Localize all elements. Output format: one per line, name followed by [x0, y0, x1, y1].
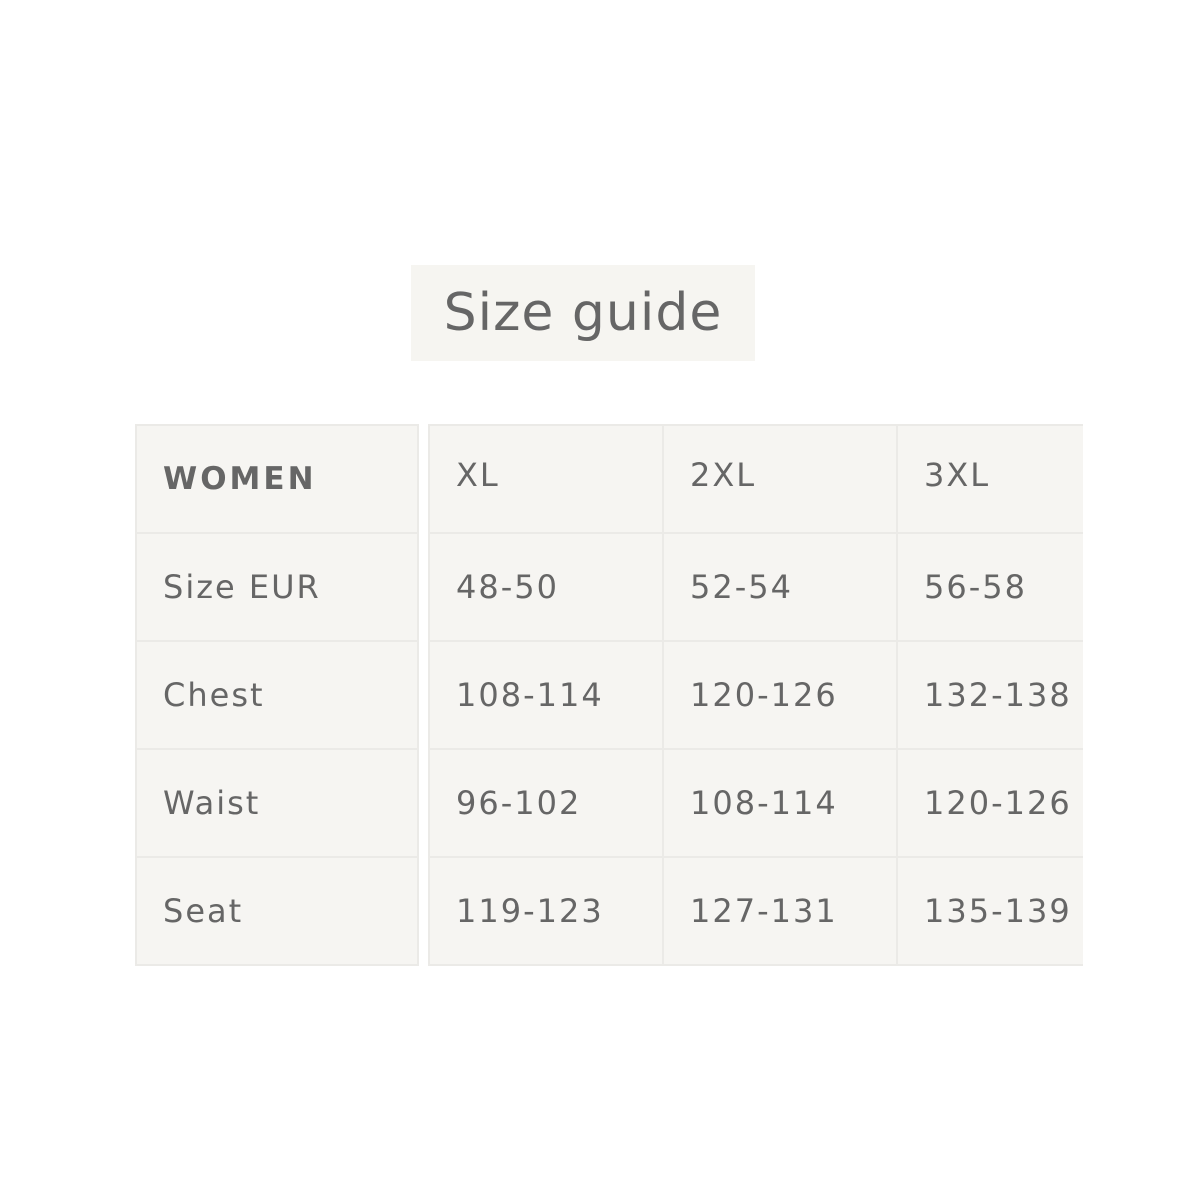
column-header: XL: [428, 424, 664, 534]
table-cell: 56-58: [896, 532, 1083, 642]
table-cell: 120-126: [896, 748, 1083, 858]
size-table: WOMEN XL 2XL 3XL Size EUR 48-50 52-54 56-58 Ches…: [135, 424, 1083, 968]
row-label: Seat: [135, 856, 419, 966]
column-header: WOMEN: [135, 424, 419, 534]
table-cell: 108-114: [428, 640, 664, 750]
table-cell: 132-138: [896, 640, 1083, 750]
table-cell: 135-139: [896, 856, 1083, 966]
page-title: Size guide: [411, 265, 755, 361]
row-label: Size EUR: [135, 532, 419, 642]
row-label: Waist: [135, 748, 419, 858]
table-cell: 119-123: [428, 856, 664, 966]
table-cell: 52-54: [662, 532, 898, 642]
table-cell: 127-131: [662, 856, 898, 966]
table-cell: 120-126: [662, 640, 898, 750]
table-cell: 108-114: [662, 748, 898, 858]
table-cell: 48-50: [428, 532, 664, 642]
table-cell: 96-102: [428, 748, 664, 858]
column-header: 3XL: [896, 424, 1083, 534]
column-header: 2XL: [662, 424, 898, 534]
row-label: Chest: [135, 640, 419, 750]
